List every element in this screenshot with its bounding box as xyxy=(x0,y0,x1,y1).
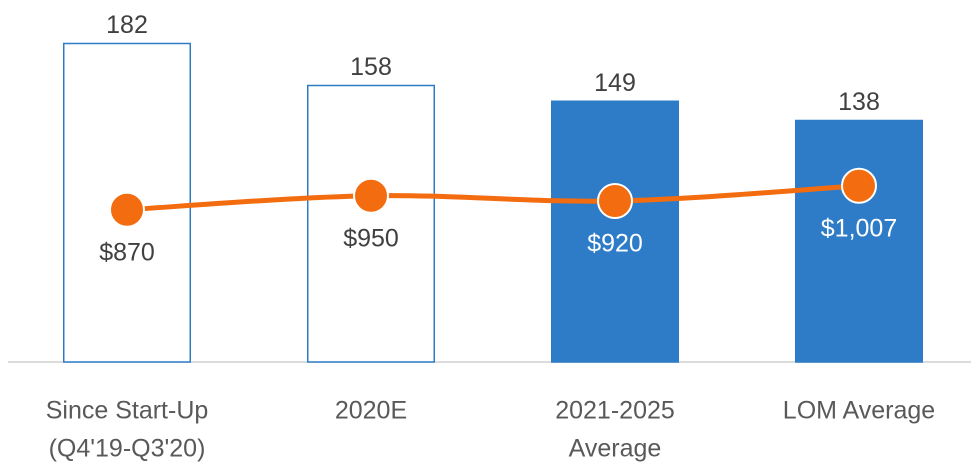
bar-value-label: 149 xyxy=(594,69,636,97)
x-tick-label: 2021-2025 xyxy=(555,397,675,425)
x-tick-label: 2020E xyxy=(335,397,407,425)
bar-value-label: 138 xyxy=(838,88,880,116)
line-value-label: $870 xyxy=(99,238,155,266)
bar xyxy=(795,119,923,363)
x-tick-label: LOM Average xyxy=(783,397,935,425)
line-value-label: $920 xyxy=(587,230,643,258)
line xyxy=(126,183,860,213)
line-marker xyxy=(109,191,145,228)
bar xyxy=(551,100,679,363)
x-tick-label: Since Start-Up xyxy=(46,397,209,425)
x-tick-label: (Q4'19-Q3'20) xyxy=(49,435,206,463)
line-marker xyxy=(841,167,877,204)
line-value-label: $950 xyxy=(343,224,399,252)
bar-value-label: 158 xyxy=(350,53,392,81)
line-marker xyxy=(353,177,389,214)
line-marker xyxy=(597,183,633,219)
bar-value-label: 182 xyxy=(106,11,148,39)
line-value-label: $1,007 xyxy=(821,214,897,242)
x-tick-label: Average xyxy=(569,435,662,463)
bar xyxy=(307,84,435,363)
